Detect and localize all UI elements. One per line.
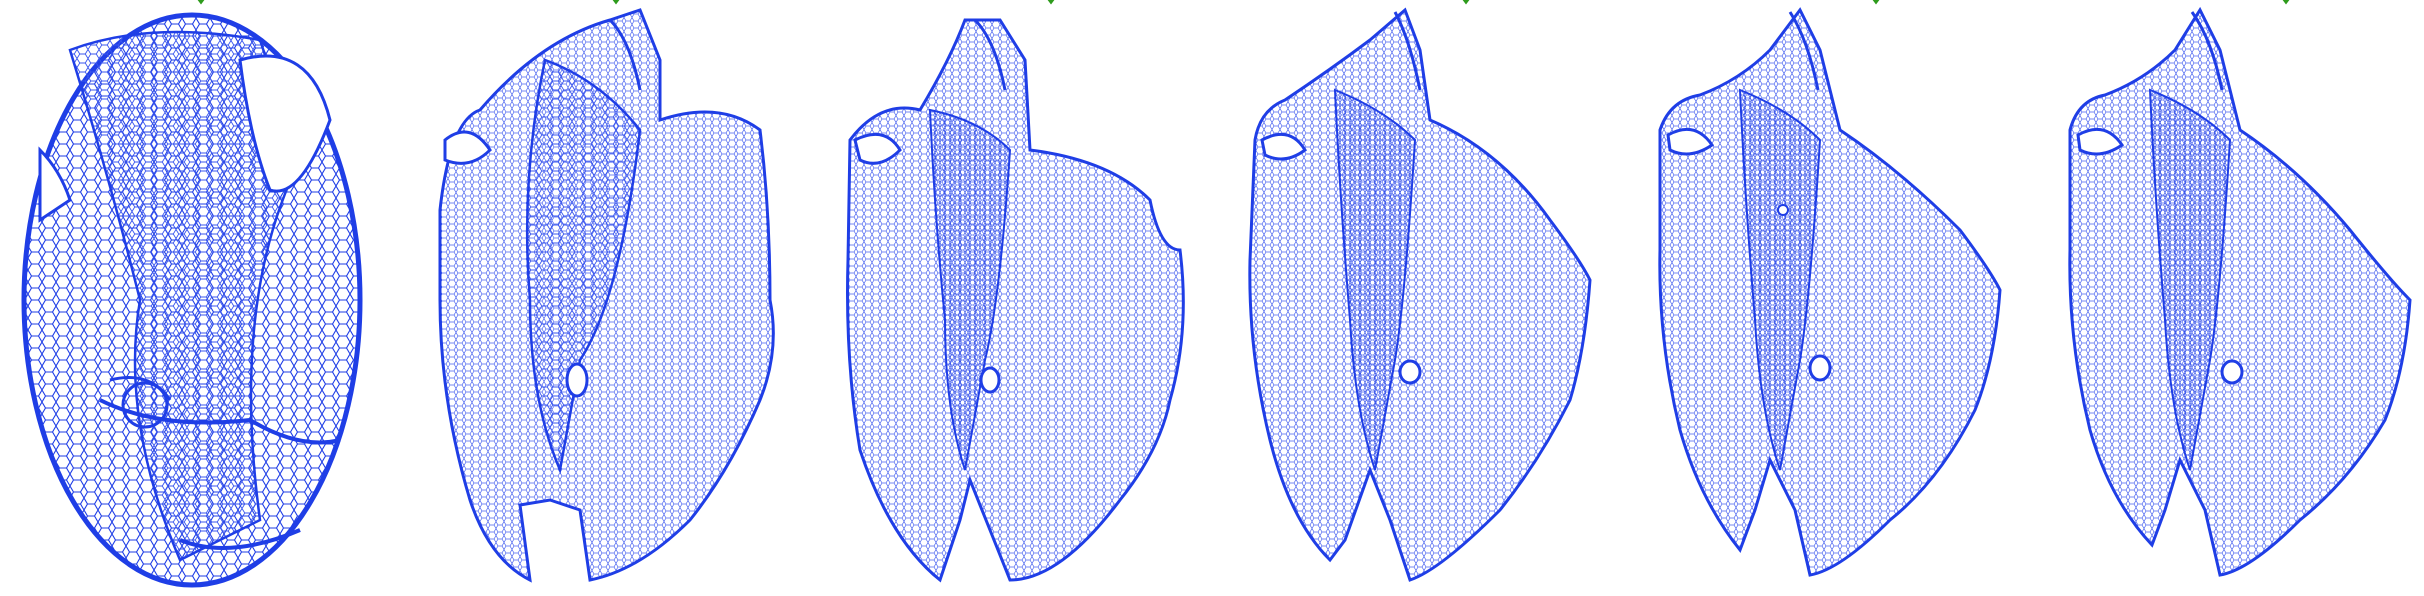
- mesh-panel-2: [438, 8, 775, 583]
- caption-fragment-2: [590, 0, 650, 8]
- caption-fragment-1: [175, 0, 235, 8]
- mesh-panel-3: [846, 18, 1185, 583]
- mesh-panel-5: [1658, 7, 2002, 577]
- mesh-panel-1: [21, 12, 363, 588]
- caption-fragment-6: [2260, 0, 2320, 8]
- mesh-panel-4: [1248, 7, 1592, 582]
- caption-fragment-3: [1025, 0, 1085, 8]
- mesh-panel-6: [2068, 6, 2412, 577]
- caption-fragment-4: [1440, 0, 1500, 8]
- caption-fragment-5: [1850, 0, 1910, 8]
